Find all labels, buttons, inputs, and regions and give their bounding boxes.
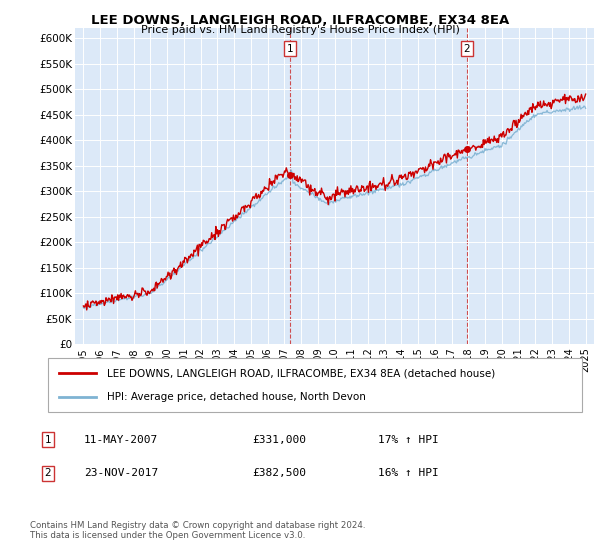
Text: £331,000: £331,000 <box>252 435 306 445</box>
Text: HPI: Average price, detached house, North Devon: HPI: Average price, detached house, Nort… <box>107 391 365 402</box>
Text: 2: 2 <box>463 44 470 54</box>
Text: Contains HM Land Registry data © Crown copyright and database right 2024.
This d: Contains HM Land Registry data © Crown c… <box>30 521 365 540</box>
Text: 11-MAY-2007: 11-MAY-2007 <box>84 435 158 445</box>
FancyBboxPatch shape <box>48 358 582 412</box>
Text: 16% ↑ HPI: 16% ↑ HPI <box>378 468 439 478</box>
Text: 2: 2 <box>44 468 52 478</box>
Text: 1: 1 <box>44 435 52 445</box>
Text: £382,500: £382,500 <box>252 468 306 478</box>
Text: 17% ↑ HPI: 17% ↑ HPI <box>378 435 439 445</box>
Text: 1: 1 <box>287 44 293 54</box>
Text: LEE DOWNS, LANGLEIGH ROAD, ILFRACOMBE, EX34 8EA (detached house): LEE DOWNS, LANGLEIGH ROAD, ILFRACOMBE, E… <box>107 368 495 379</box>
Text: LEE DOWNS, LANGLEIGH ROAD, ILFRACOMBE, EX34 8EA: LEE DOWNS, LANGLEIGH ROAD, ILFRACOMBE, E… <box>91 14 509 27</box>
Text: 23-NOV-2017: 23-NOV-2017 <box>84 468 158 478</box>
Text: Price paid vs. HM Land Registry's House Price Index (HPI): Price paid vs. HM Land Registry's House … <box>140 25 460 35</box>
